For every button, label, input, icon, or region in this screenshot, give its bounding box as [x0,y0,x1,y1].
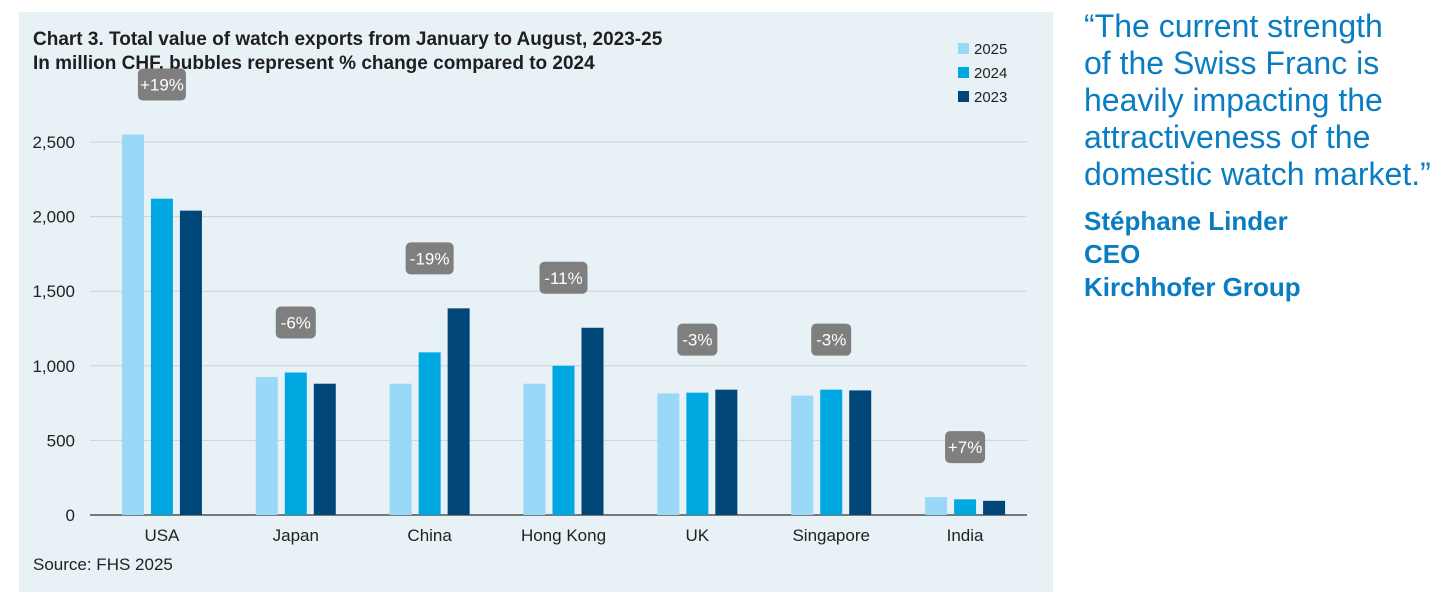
quote-block: “The current strength of the Swiss Franc… [1084,8,1444,193]
bar-2023 [179,210,202,515]
x-tick-label: Hong Kong [521,526,606,545]
bar-2025 [523,383,546,515]
x-tick-label: Singapore [792,526,870,545]
y-tick-label: 1,000 [32,357,75,376]
bar-2023 [715,389,738,515]
quote-line: attractiveness of the [1084,119,1371,155]
x-tick-label: Japan [273,526,319,545]
x-tick-label: China [407,526,452,545]
y-tick-label: 500 [47,431,75,450]
bar-2025 [657,393,680,515]
bar-2023 [849,390,872,515]
y-tick-label: 0 [66,506,75,525]
change-bubble-label: -3% [682,331,712,350]
bar-2023 [581,327,604,515]
legend-label: 2024 [974,65,1007,82]
quote-line: “The current strength [1084,8,1383,44]
bar-2024 [150,198,173,516]
change-bubble [405,242,454,275]
change-bubble-label: -11% [544,269,582,288]
bar-2024 [284,372,307,515]
y-tick-label: 2,500 [32,133,75,152]
x-tick-label: USA [144,526,180,545]
bar-2025 [791,395,814,515]
bar-2023 [983,500,1006,515]
change-bubble [677,323,718,356]
change-bubble [137,68,186,101]
y-tick-label: 1,500 [32,282,75,301]
attribution-role: CEO [1084,239,1141,269]
legend-swatch-2023 [958,91,969,102]
attribution-name: Stéphane Linder [1084,206,1288,236]
change-bubble-label: -3% [816,331,846,350]
quote-line: heavily impacting the [1084,82,1383,118]
change-bubble-label: -6% [281,314,311,333]
chart-source: Source: FHS 2025 [33,555,173,574]
legend-swatch-2025 [958,43,969,54]
quote-line: of the Swiss Franc is [1084,45,1380,81]
bar-2024 [686,392,709,515]
y-tick-label: 2,000 [32,208,75,227]
bar-2024 [552,365,575,515]
bar-2024 [954,499,977,515]
change-bubble-label: -19% [410,249,450,268]
attribution-company: Kirchhofer Group [1084,272,1301,302]
quote-attribution: Stéphane Linder CEO Kirchhofer Group [1084,205,1301,304]
bar-2023 [447,308,470,515]
change-bubble-label: +7% [948,438,983,457]
chart-title-line-1: Chart 3. Total value of watch exports fr… [33,29,663,50]
x-tick-label: UK [686,526,710,545]
change-bubble [539,261,588,294]
legend-label: 2023 [974,89,1007,106]
change-bubble-label: +19% [140,76,184,95]
bar-2025 [255,376,278,515]
bar-2025 [925,497,948,515]
bar-2024 [820,389,843,515]
x-tick-label: India [947,526,984,545]
bar-2023 [313,383,336,515]
legend-swatch-2024 [958,67,969,78]
bar-2025 [389,383,412,515]
legend-label: 2025 [974,41,1007,58]
change-bubble [945,431,986,464]
bar-2025 [121,134,144,516]
bar-chart: 0 500 1,000 1,500 2,000 2,500 USA +19% Japan -6% C… [32,41,1027,545]
change-bubble [275,306,316,339]
quote-line: domestic watch market.” [1084,156,1431,192]
bar-2024 [418,352,441,515]
change-bubble [811,323,852,356]
